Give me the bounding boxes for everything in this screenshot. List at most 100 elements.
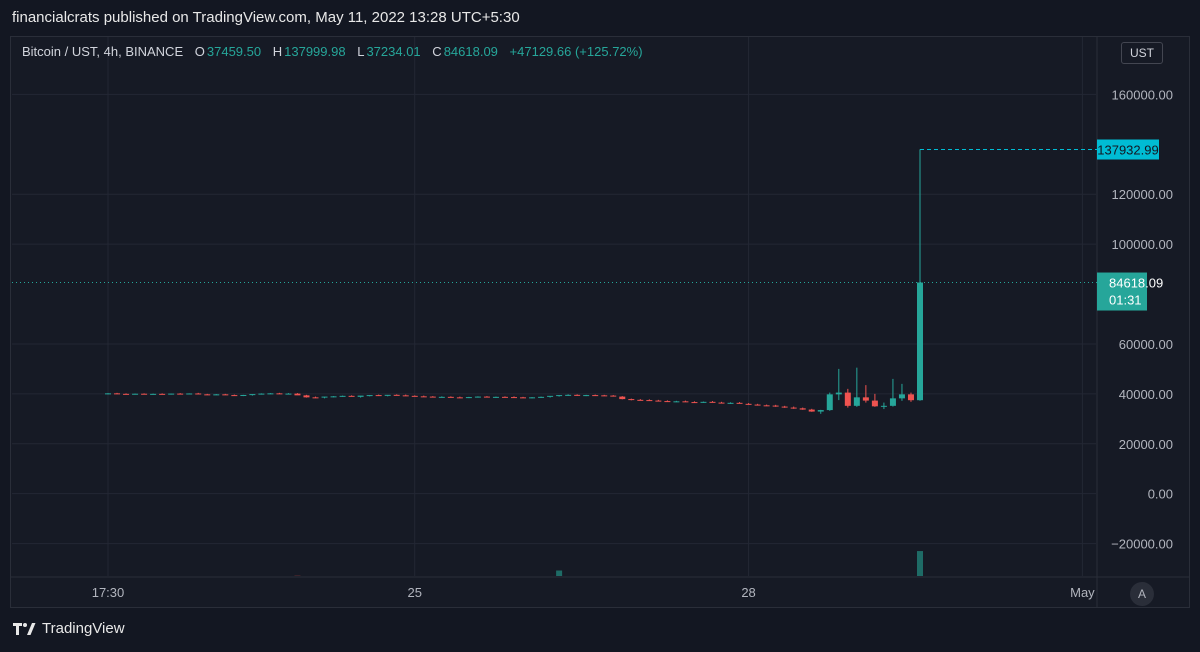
legend-close-value: 84618.09 (443, 44, 498, 59)
candle-body (844, 392, 851, 406)
candle-body (213, 394, 220, 396)
publisher-bar: financialcrats published on TradingView.… (0, 0, 1200, 36)
candle-body (150, 393, 157, 395)
candle-body (348, 395, 355, 397)
volume-bar (917, 551, 923, 576)
chart-frame[interactable] (10, 36, 1190, 608)
y-tick-label: 40000.00 (1119, 387, 1173, 402)
candle-body (889, 398, 896, 406)
high-marker-label: 137932.99 (1097, 142, 1158, 157)
candle-body (375, 395, 382, 397)
candle-body (231, 395, 238, 397)
legend-high-label: H (272, 44, 283, 59)
candle-body (754, 404, 761, 406)
footer-brand-label: TradingView (42, 620, 125, 637)
candle-body (880, 405, 887, 407)
candle-body (123, 393, 130, 395)
y-tick-label: 60000.00 (1119, 337, 1173, 352)
candle-body (619, 396, 626, 400)
y-tick-label: 120000.00 (1112, 187, 1173, 202)
x-tick-label: 25 (408, 585, 422, 600)
candle-body (132, 393, 139, 395)
candle-body (186, 393, 193, 395)
candle-body (691, 402, 698, 404)
y-tick-label: −20000.00 (1111, 537, 1173, 552)
candle-body (790, 407, 797, 409)
legend-symbol[interactable]: Bitcoin / UST, 4h, BINANCE (22, 44, 184, 59)
candle-body (727, 402, 734, 404)
candle-body (709, 401, 716, 403)
candle-body (357, 395, 364, 397)
x-axis-labels: 17:302528May413:30912 (92, 585, 1095, 600)
candle-body (772, 405, 779, 407)
candle-body (222, 394, 229, 396)
candle-body (592, 395, 599, 397)
legend-open-label: O (194, 44, 205, 59)
candle-body (501, 396, 508, 398)
candle-body (294, 393, 301, 396)
candle-body (141, 393, 148, 395)
candle-body (492, 396, 499, 398)
last-price-countdown: 01:31 (1109, 293, 1142, 308)
candle-body (330, 396, 337, 398)
candle-body (538, 396, 545, 398)
candle-body (114, 393, 121, 395)
candle-body (393, 394, 400, 396)
candle-body (574, 394, 581, 396)
candle-body (917, 282, 923, 401)
y-tick-label: 160000.00 (1112, 87, 1173, 102)
y-tick-label: 100000.00 (1112, 237, 1173, 252)
candle-body (871, 400, 878, 407)
candle-body (817, 410, 824, 412)
candle-body (465, 397, 472, 399)
candle-body (321, 396, 328, 398)
high-marker-tag (1097, 139, 1159, 160)
candle-body (862, 397, 869, 401)
candle-body (565, 394, 572, 396)
auto-scale-button[interactable]: A (1130, 582, 1154, 606)
candle-body (646, 400, 653, 402)
candle-body (339, 395, 346, 397)
candle-body (610, 395, 617, 397)
last-price-label: 84618.09 (1109, 276, 1163, 291)
candle-body (168, 393, 175, 395)
volume-bars (294, 551, 923, 576)
candle-body (628, 399, 635, 401)
candle-body (511, 397, 517, 399)
last-price-tag (1097, 272, 1147, 311)
candle-body (700, 401, 707, 403)
currency-button[interactable]: UST (1121, 42, 1163, 64)
candle-body (763, 405, 770, 407)
volume-bar (556, 570, 563, 576)
legend-open-value: 37459.50 (206, 44, 262, 59)
candle-body (429, 396, 436, 398)
candles (105, 149, 923, 414)
x-tick-label: 17:30 (92, 585, 125, 600)
candle-body (258, 393, 265, 395)
legend-low-value: 37234.01 (366, 44, 421, 59)
y-axis-labels: 160000.00 120000.00 100000.00 60000.00 40000… (1111, 87, 1173, 551)
candle-body (547, 395, 554, 397)
candle-body (853, 397, 860, 406)
candle-body (384, 394, 391, 396)
candle-body (655, 400, 662, 402)
x-tick-label: 28 (741, 585, 755, 600)
candle-body (402, 395, 409, 397)
candle-body (835, 392, 842, 395)
candle-body (736, 402, 743, 404)
candle-body (637, 399, 644, 401)
candle-body (366, 395, 373, 397)
candle-body (799, 408, 806, 410)
candle-body (907, 394, 914, 401)
symbol-legend: Bitcoin / UST, 4h, BINANCE O 37459.50 H 13… (22, 44, 645, 59)
legend-low-label: L (357, 44, 365, 59)
candle-body (529, 397, 536, 399)
legend-high-value: 137999.98 (284, 44, 346, 59)
candle-body (483, 396, 490, 398)
candle-body (898, 394, 905, 399)
candle-body (312, 397, 319, 399)
candle-body (745, 403, 752, 405)
candle-body (177, 393, 184, 395)
candle-body (195, 393, 202, 395)
